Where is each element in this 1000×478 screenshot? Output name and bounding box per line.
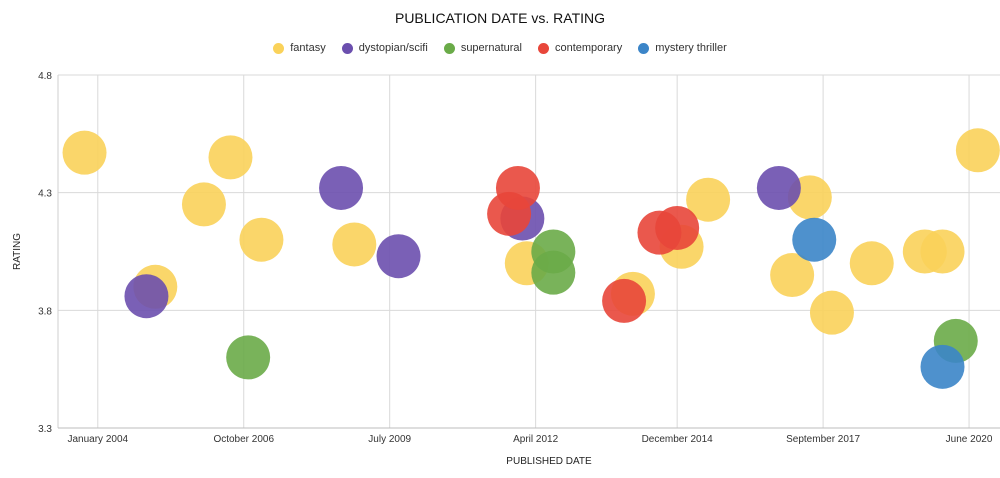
y-axis-title: RATING (12, 233, 23, 270)
data-point-contemporary (495, 165, 540, 210)
data-point-fantasy (920, 229, 965, 274)
data-point-fantasy (686, 177, 731, 222)
y-tick-label: 3.8 (38, 306, 52, 317)
legend-label: dystopian/scifi (358, 42, 428, 54)
legend-item[interactable]: fantasy (273, 42, 326, 54)
data-point-fantasy (181, 182, 226, 227)
data-point-mystery-thriller (792, 217, 837, 262)
x-tick-label: June 2020 (946, 434, 993, 445)
x-tick-label: October 2006 (213, 434, 274, 445)
data-point-contemporary (655, 205, 700, 250)
x-tick-label: April 2012 (513, 434, 558, 445)
data-point-mystery-thriller (920, 344, 965, 389)
x-tick-label: July 2009 (368, 434, 411, 445)
data-point-supernatural (226, 335, 271, 380)
legend-swatch (638, 42, 650, 54)
data-point-fantasy (332, 222, 377, 267)
legend-label: contemporary (554, 42, 623, 54)
legend: fantasy dystopian/scifi supernatural contem… (0, 42, 1000, 54)
data-point-fantasy (955, 128, 1000, 173)
legend-swatch (273, 42, 285, 54)
legend-item[interactable]: contemporary (537, 42, 623, 54)
x-tick-label: December 2014 (642, 434, 714, 445)
data-point-fantasy (208, 135, 253, 180)
legend-item[interactable]: mystery thriller (638, 42, 727, 54)
data-point-dystopian-scifi (376, 234, 421, 279)
data-point-fantasy (849, 241, 894, 286)
legend-swatch (341, 42, 353, 54)
data-point-dystopian-scifi (124, 274, 169, 319)
data-point-fantasy (62, 130, 107, 175)
y-tick-label: 4.8 (38, 71, 52, 82)
data-point-dystopian-scifi (756, 165, 801, 210)
x-tick-label: September 2017 (786, 434, 860, 445)
legend-item[interactable]: supernatural (443, 42, 522, 54)
x-tick-label: January 2004 (67, 434, 128, 445)
chart-title: PUBLICATION DATE vs. RATING (394, 10, 606, 26)
data-point-fantasy (809, 290, 854, 335)
data-point-dystopian-scifi (319, 165, 364, 210)
legend-swatch (537, 42, 549, 54)
data-point-supernatural (531, 250, 576, 295)
data-point-fantasy (770, 253, 815, 298)
y-tick-label: 3.3 (38, 424, 52, 435)
data-point-contemporary (602, 278, 647, 323)
data-point-fantasy (239, 217, 284, 262)
legend-item[interactable]: dystopian/scifi (341, 42, 428, 54)
legend-swatch (443, 42, 455, 54)
x-axis-title: PUBLISHED DATE (506, 456, 592, 467)
legend-label: mystery thriller (655, 42, 727, 54)
y-tick-label: 4.3 (38, 189, 52, 200)
legend-label: supernatural (460, 42, 522, 54)
legend-label: fantasy (290, 42, 326, 54)
